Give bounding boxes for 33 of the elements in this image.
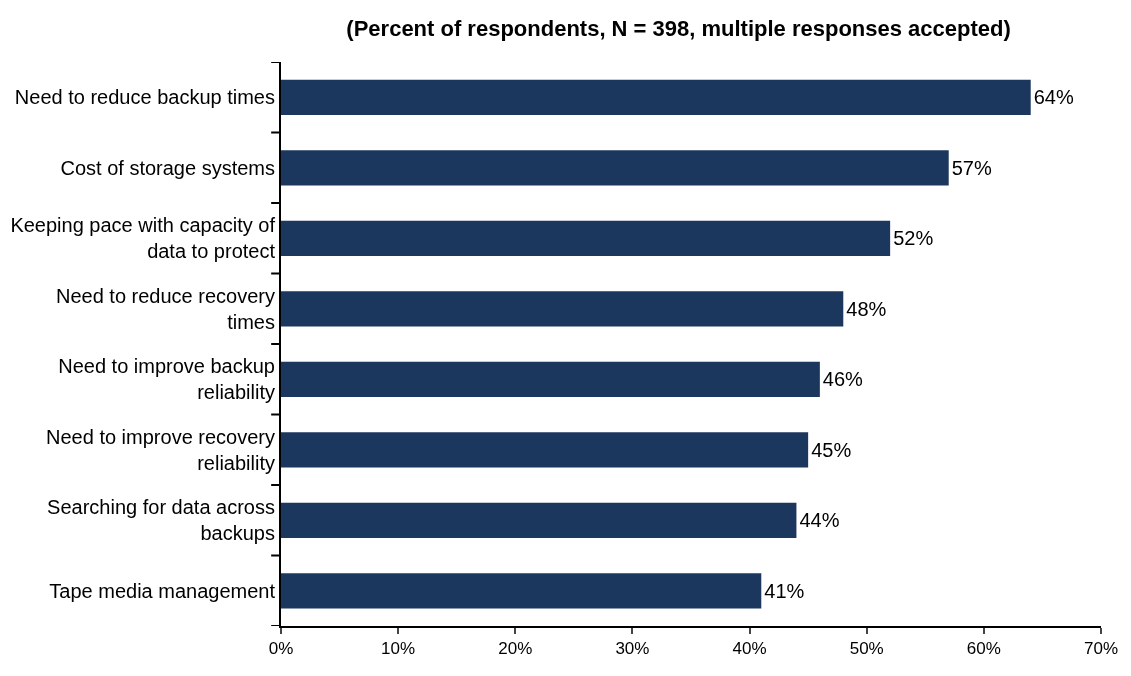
y-tick-label: Tape media management [49, 579, 276, 602]
bar [281, 79, 1031, 115]
y-tick-label: Need to reduce recovery times [55, 284, 275, 333]
bar [281, 361, 820, 397]
bar [281, 150, 949, 186]
x-tick-label: 40% [732, 639, 767, 659]
bar [281, 291, 844, 327]
x-tick-label: 70% [1083, 639, 1119, 659]
y-tick-label: Need to improve backup reliability [58, 355, 275, 404]
x-tick-label: 0% [268, 639, 294, 659]
data-label: 46% [822, 368, 864, 391]
data-label: 64% [1033, 86, 1074, 109]
bar [281, 502, 797, 538]
chart-title: (Percent of respondents, N = 398, multiple responses accepted) [346, 15, 1011, 41]
data-label: 45% [811, 438, 852, 461]
x-tick-label: 10% [381, 639, 416, 659]
data-label: 41% [764, 579, 805, 602]
data-label: 57% [951, 156, 992, 179]
bar [281, 573, 762, 609]
y-tick-label: Cost of storage systems [60, 156, 275, 179]
x-tick-label: 50% [849, 639, 884, 659]
y-tick-label: Need to improve recovery reliability [46, 425, 275, 474]
x-tick-label: 30% [615, 639, 650, 659]
bar [281, 220, 891, 256]
x-tick-label: 20% [498, 639, 533, 659]
y-tick-label: Searching for data across backups [47, 496, 275, 545]
data-label: 52% [893, 227, 934, 250]
y-tick-label: Keeping pace with capacity of data to protect [10, 214, 276, 263]
bar [281, 432, 809, 468]
y-tick-label: Need to reduce backup times [14, 86, 275, 109]
data-label: 44% [799, 509, 840, 532]
data-label: 48% [846, 297, 887, 320]
x-tick-label: 60% [966, 639, 1001, 659]
